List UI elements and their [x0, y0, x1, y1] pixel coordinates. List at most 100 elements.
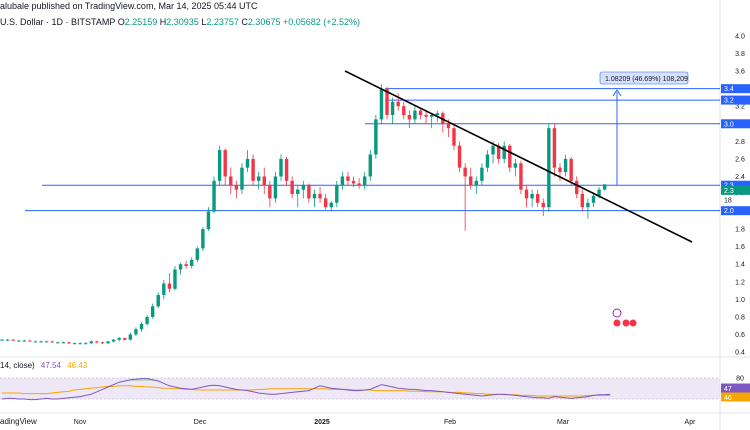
candle-body [558, 167, 562, 173]
open-label: O [117, 17, 125, 27]
high-label: H [159, 17, 167, 27]
candle-body [368, 154, 372, 177]
candle-body [256, 176, 261, 181]
flag-icon [622, 319, 630, 327]
candle-body [290, 180, 294, 194]
candle-body [162, 283, 166, 295]
event-icons [612, 308, 637, 327]
low-value: 2.23757 [206, 17, 239, 27]
chart-subtitle: alubale published on TradingView.com, Ma… [0, 1, 258, 11]
candle-body [212, 180, 216, 212]
candle-body [390, 101, 395, 115]
candle-body [597, 189, 601, 196]
price-tick-label: 2.6 [735, 156, 745, 163]
candle-body [206, 211, 211, 230]
candle-body [452, 128, 456, 146]
symbol-label: U.S. Dollar · 1D · BITSTAMP [0, 17, 116, 27]
measure-tool[interactable]: 1.08209 (46.69%) 108,209 [599, 71, 689, 185]
candle-body [245, 158, 250, 168]
candle-body [279, 158, 283, 177]
candle-body [301, 185, 306, 190]
candle-body [284, 158, 289, 181]
level-price-tag [721, 206, 750, 216]
candle-body [229, 176, 233, 186]
change-value: +0.05682 (+2.52%) [282, 17, 361, 27]
candle-body [111, 339, 116, 342]
brand-footer: adingView [0, 417, 37, 426]
candle-body [469, 176, 473, 186]
candle-body [513, 163, 518, 168]
candle-body [530, 194, 534, 199]
candle-body [184, 264, 188, 266]
rsi-legend: 14, close) 47.54 46.43 [0, 361, 87, 370]
trendline [344, 70, 693, 243]
candle-body [106, 341, 110, 344]
candle-body [418, 110, 423, 115]
candle-body [524, 189, 529, 199]
time-tick-label: 2025 [314, 419, 330, 426]
candle-body [496, 145, 501, 159]
price-tick-label: 0.8 [735, 314, 745, 321]
candle-body [340, 176, 345, 186]
candle-body [39, 341, 43, 343]
price-tick-label: 1.8 [735, 227, 745, 234]
candle-body [17, 340, 21, 342]
time-tick-label: Apr [685, 419, 697, 426]
candle-body [351, 180, 356, 184]
candle-body [268, 185, 272, 199]
level-price-label: 3.4 [724, 86, 734, 93]
level-price-tag [721, 84, 750, 94]
time-tick-label: Nov [74, 419, 87, 426]
candle-body [591, 195, 596, 203]
rsi-ma-tag [721, 392, 750, 402]
candle-body [485, 154, 490, 168]
rsi-tick-label: 80 [736, 376, 744, 383]
candle-body [123, 337, 127, 340]
candle-body [50, 341, 54, 343]
candle-body [402, 106, 406, 115]
candle-body [357, 183, 361, 186]
rsi-params: 14, close) [0, 361, 35, 370]
candle-body [145, 316, 149, 324]
candle-body [547, 128, 551, 208]
countdown-tag [721, 195, 750, 205]
candle-body [346, 176, 350, 181]
candle-body [424, 115, 428, 117]
candle-body [273, 176, 278, 199]
open-value: 2.25159 [124, 17, 158, 27]
candle-body [446, 123, 451, 129]
candle-body [128, 334, 133, 340]
candle-body [407, 115, 412, 120]
candle-body [178, 264, 183, 270]
candle-body [223, 150, 227, 177]
candle-body [480, 167, 484, 181]
candle-body [84, 343, 88, 345]
candle-body [541, 202, 545, 208]
level-price-label: 3.2 [724, 98, 734, 105]
candle-body [552, 128, 557, 168]
rsi-band [0, 378, 720, 399]
candle-body [22, 340, 27, 342]
candle-body [11, 339, 15, 341]
candle-body [586, 202, 590, 208]
flag-icon [613, 319, 621, 327]
candle-body [234, 185, 239, 190]
candle-body [67, 342, 71, 344]
price-tick-label: 1.6 [735, 244, 745, 251]
candle-body [61, 342, 66, 344]
candle-body [474, 180, 478, 186]
candle-body [413, 110, 417, 120]
candle-body [240, 167, 244, 190]
candle-body [56, 342, 60, 344]
candle-body [195, 248, 199, 260]
price-tick-label: 3.6 [735, 69, 745, 76]
rsi-ma-tag-label: 46 [724, 395, 732, 402]
rsi-value-tag-label: 47 [724, 386, 732, 393]
measure-label: 1.08209 (46.69%) 108,209 [605, 76, 688, 83]
candle-body [100, 342, 105, 344]
candle-body [0, 339, 4, 341]
current-price-tag [721, 185, 750, 195]
price-tick-label: 0.4 [735, 350, 745, 357]
candle-body [519, 163, 523, 190]
